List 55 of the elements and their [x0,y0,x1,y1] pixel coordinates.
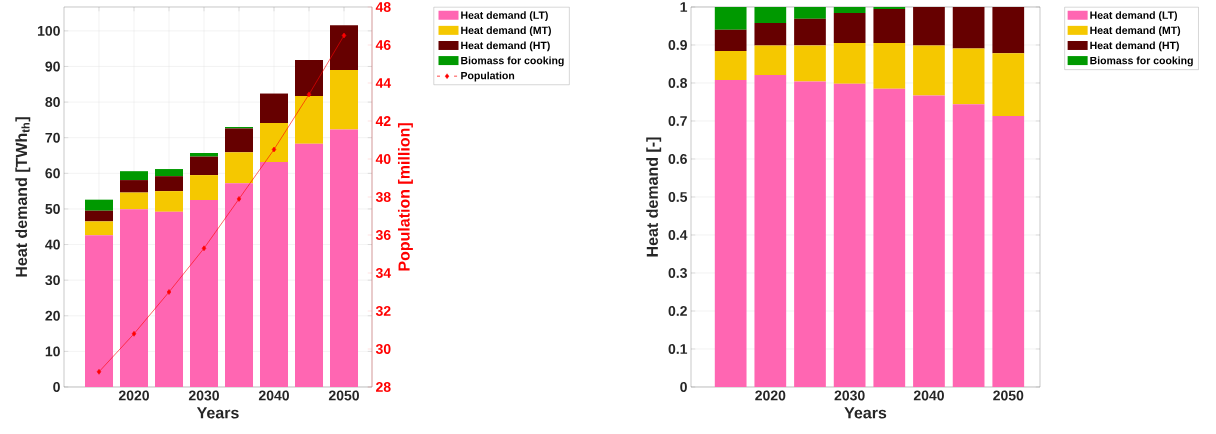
y-tick-label: 0.6 [668,154,687,164]
x-axis-title: Years [844,407,887,419]
y-tick-label: 0.5 [668,192,688,202]
legend-label: Heat demand (MT) [1090,26,1181,37]
x-tick-label: 2050 [328,390,359,401]
legend-label: Biomass for cooking [461,56,564,67]
y-tick-label: 100 [37,25,60,36]
y2-tick-label: 44 [375,78,392,88]
y2-tick-label: 48 [375,2,391,12]
y-axis-title: Heat demand [-] [646,137,662,257]
y2-tick-label: 30 [375,344,391,354]
y-tick-label: 0.1 [668,344,688,354]
legend-label: Heat demand (LT) [1090,11,1177,21]
y-tick-label: 30 [45,275,60,286]
y2-tick-label: 40 [375,154,391,164]
y-tick-label: 70 [45,132,60,143]
y-tick-label: 0 [680,382,687,392]
x-tick-label: 2050 [993,390,1024,401]
y-tick-label: 1 [680,2,688,12]
y-tick-label: 20 [45,310,60,321]
legend-label: Heat demand (LT) [461,11,548,21]
legend-label: Heat demand (HT) [461,41,550,52]
y-tick-label: 0.4 [668,230,688,240]
y-tick-label: 0.2 [668,306,687,316]
y-tick-label: 0.9 [668,40,687,50]
y-tick-label: 40 [45,239,60,250]
y-tick-label: 0.3 [668,268,687,278]
y-tick-label: 0.7 [668,116,687,126]
y-tick-label: 90 [45,61,60,72]
x-tick-label: 2030 [188,390,219,401]
y2-tick-label: 42 [375,116,391,126]
legend-label: Population [461,71,515,82]
y-tick-label: 0 [53,382,60,392]
x-tick-label: 2020 [755,390,786,401]
y2-tick-label: 46 [375,40,391,50]
y2-tick-label: 32 [375,306,391,316]
legend-label: Heat demand (HT) [1090,41,1179,52]
y-axis-title: Heat demand [TWh$_{th}$] [15,117,31,277]
x-tick-label: 2020 [118,390,149,401]
x-tick-label: 2040 [258,390,289,401]
y2-tick-label: 36 [375,230,391,240]
y2-tick-label: 34 [375,268,392,278]
legend-label: Biomass for cooking [1090,56,1193,67]
y2-tick-label: 38 [375,192,391,202]
y2-tick-label: 28 [376,382,391,392]
x-tick-label: 2030 [834,390,865,401]
y2-axis-title: Population [million] [397,123,413,271]
x-axis-title: Years [196,407,239,419]
y-tick-label: 60 [45,168,60,179]
y-tick-label: 10 [45,346,60,357]
legend-label: Heat demand (MT) [461,26,551,37]
y-tick-label: 50 [45,203,60,214]
y-tick-label: 0.8 [668,78,688,88]
y-tick-label: 80 [45,97,60,108]
x-tick-label: 2040 [913,390,944,401]
